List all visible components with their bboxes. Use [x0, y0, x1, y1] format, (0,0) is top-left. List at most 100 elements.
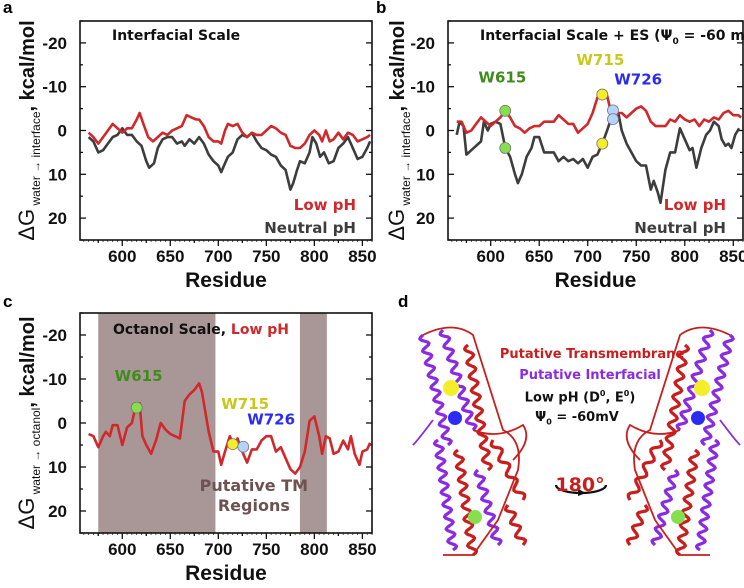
- psi-symbol: Ψ: [535, 410, 547, 425]
- x-tick-label: 800: [300, 247, 328, 266]
- panel-label-b: b: [376, 0, 387, 17]
- w615-residue-sphere: [468, 510, 482, 524]
- legend-entry: Low pH: [294, 196, 356, 214]
- x-tick-label: 750: [622, 247, 650, 266]
- loop-ribbon: [633, 326, 731, 556]
- protein-structure: [412, 326, 528, 557]
- annotation-w726: W726: [247, 410, 295, 428]
- helix-ribbon: [660, 343, 690, 472]
- helix-ribbon: [675, 328, 715, 432]
- y-tick-label: 10: [48, 458, 67, 477]
- condition-text: ): [629, 390, 636, 406]
- panel-label-a: a: [3, 0, 13, 17]
- helix-ribbon: [626, 439, 664, 501]
- helix-ribbon: [503, 504, 528, 546]
- helix-ribbon: [432, 438, 459, 552]
- helix-ribbon: [418, 333, 453, 447]
- y-axis-subscript: water → octanol: [29, 408, 43, 498]
- subscript: 0: [546, 417, 552, 427]
- y-tick-label: -10: [410, 78, 435, 97]
- loop-ribbon: [719, 419, 741, 446]
- marker-w726: [237, 440, 250, 453]
- annotation-regions: Regions: [218, 496, 290, 515]
- legend-entry: Neutral pH: [264, 219, 356, 237]
- panel-label-c: c: [3, 292, 13, 311]
- superscript: 0: [623, 389, 630, 398]
- series-line-neutral-ph: [455, 113, 741, 205]
- y-tick-label: 0: [426, 122, 435, 141]
- y-axis-delta-g: ΔG: [14, 209, 39, 241]
- y-axis-units: , kcal/mol: [387, 20, 409, 111]
- x-tick-label: 800: [300, 540, 328, 559]
- series-line-low-ph: [87, 111, 371, 150]
- loop-ribbon: [422, 326, 520, 556]
- x-tick-label: 750: [252, 247, 280, 266]
- protein-structures: [412, 326, 741, 557]
- y-tick-label: 10: [48, 165, 67, 184]
- rotation-label: 180°: [555, 474, 605, 496]
- marker-w615: [499, 142, 512, 154]
- x-tick-label: 700: [574, 247, 602, 266]
- y-tick-label: 20: [416, 209, 435, 228]
- x-axis-label: Residue: [185, 269, 267, 292]
- helix-ribbon: [674, 448, 701, 557]
- w715-residue-sphere: [443, 380, 459, 396]
- potential-value: = -60mV: [551, 410, 619, 425]
- chart-panel-c: 600 650 700 750 800 850 -20 -10 0 10 20 Residue ΔG w…: [14, 312, 377, 585]
- marker-w615: [499, 104, 512, 117]
- series-line-neutral-ph: [87, 127, 372, 191]
- panel-label-d: d: [398, 292, 409, 311]
- loop-ribbon: [625, 423, 681, 461]
- y-axis-units: , kcal/mol: [17, 316, 39, 407]
- y-axis-units: , kcal/mol: [17, 20, 39, 111]
- y-axis-label: ΔG water → octanol, kcal/mol: [14, 316, 43, 529]
- loop-ribbon: [472, 423, 528, 461]
- chart-title-tail: = -60 mV): [679, 28, 744, 44]
- chart-title-text: Interfacial Scale + ES (Ψ: [480, 28, 673, 44]
- annotation-w726: W726: [614, 71, 662, 89]
- superscript: 0: [599, 389, 606, 398]
- w726-residue-sphere: [691, 411, 705, 425]
- loop-ribbon: [412, 419, 434, 446]
- chart-title-text: Octanol Scale,: [113, 322, 226, 338]
- helix-ribbon: [700, 333, 735, 447]
- helix-ribbon: [694, 438, 721, 552]
- x-tick-label: 650: [156, 247, 184, 266]
- condition-text: Low pH (D: [524, 390, 600, 406]
- chart-title: Octanol Scale, Low pH: [113, 322, 289, 338]
- x-axis-label: Residue: [555, 269, 637, 292]
- condition-potential: Ψ0 = -60mV: [535, 410, 619, 427]
- y-axis-delta-g: ΔG: [14, 498, 39, 530]
- helix-ribbon: [473, 468, 503, 547]
- legend-transmembrane: Putative Transmembrane: [499, 347, 685, 362]
- y-tick-label: -10: [42, 370, 67, 389]
- helix-ribbon: [438, 328, 478, 432]
- y-axis-subscript: water → interface: [29, 111, 43, 209]
- helix-ribbon: [489, 439, 527, 501]
- helix-ribbon: [452, 448, 479, 557]
- protein-structure-rotated: [625, 326, 741, 557]
- x-tick-label: 600: [108, 540, 136, 559]
- chart-title: Interfacial Scale + ES (Ψ0 = -60 mV): [480, 28, 744, 47]
- y-tick-label: -10: [42, 78, 67, 97]
- x-axis-label: Residue: [185, 562, 267, 585]
- helix-ribbon: [463, 343, 493, 472]
- marker-w715: [226, 438, 239, 451]
- annotation-w715: W715: [576, 51, 624, 69]
- x-tick-label: 750: [252, 540, 280, 559]
- chart-title: Interfacial Scale: [112, 28, 240, 44]
- y-tick-label: -20: [410, 34, 435, 53]
- tm-region-band: [98, 313, 216, 533]
- chart-title-subscript: 0: [672, 37, 678, 47]
- x-tick-label: 600: [108, 247, 136, 266]
- y-axis-label: ΔG water → interface, kcal/mol: [384, 20, 413, 240]
- chart-panel-b: 600 650 700 750 800 850 -20 -10 0 10 20 Residue ΔG w…: [384, 20, 744, 292]
- marker-w715: [596, 88, 609, 101]
- y-axis-subscript: water → interface: [399, 111, 413, 209]
- y-tick-label: -20: [42, 34, 67, 53]
- helix-ribbon: [650, 468, 680, 547]
- chart-panel-a: 600 650 700 750 800 850 -20 -10 0 10 20 Residue ΔG w…: [14, 20, 377, 292]
- y-axis-label: ΔG water → interface, kcal/mol: [14, 20, 43, 240]
- w615-residue-sphere: [671, 510, 685, 524]
